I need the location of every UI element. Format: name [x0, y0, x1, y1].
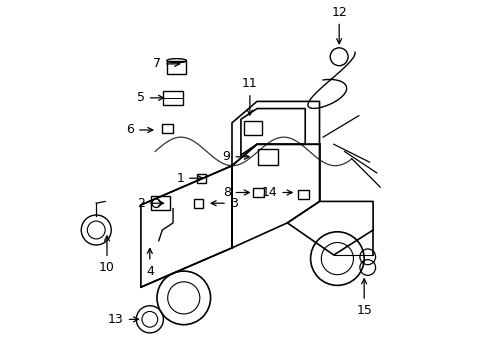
Bar — [193, 199, 202, 208]
Bar — [253, 188, 264, 197]
Text: 12: 12 — [330, 6, 346, 44]
Bar — [166, 61, 186, 74]
Bar — [257, 149, 277, 165]
Text: 9: 9 — [222, 150, 249, 163]
Bar — [162, 124, 173, 133]
Bar — [197, 174, 205, 183]
Text: 6: 6 — [126, 123, 152, 136]
Bar — [163, 91, 183, 105]
Text: 10: 10 — [99, 236, 115, 274]
Text: 11: 11 — [242, 77, 257, 115]
Bar — [298, 190, 308, 199]
Text: 5: 5 — [137, 91, 163, 104]
Text: 15: 15 — [355, 279, 371, 317]
Text: 1: 1 — [176, 172, 203, 185]
Text: 13: 13 — [108, 313, 138, 326]
Bar — [150, 196, 170, 210]
Text: 2: 2 — [137, 197, 163, 210]
Text: 3: 3 — [211, 197, 237, 210]
Text: 4: 4 — [145, 248, 153, 278]
Bar — [244, 121, 262, 135]
Text: 14: 14 — [261, 186, 291, 199]
Text: 7: 7 — [153, 57, 179, 71]
Text: 8: 8 — [222, 186, 249, 199]
